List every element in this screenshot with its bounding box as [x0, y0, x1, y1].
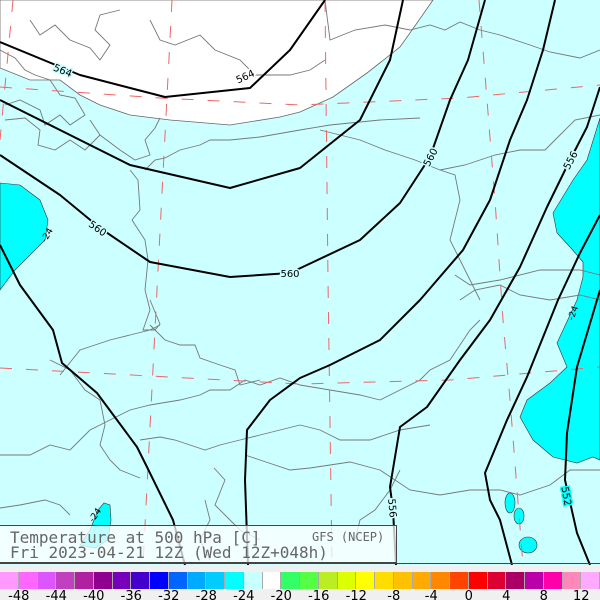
colorbar-tick-label: -8	[387, 590, 401, 600]
contour-556-west	[244, 0, 556, 565]
colorbar-swatch	[506, 572, 525, 589]
contour-552	[564, 289, 600, 565]
colorbar-swatch	[581, 572, 600, 589]
colorbar-swatch	[412, 572, 432, 589]
colorbar-swatch	[393, 572, 413, 589]
colorbar-swatch	[356, 572, 375, 589]
temperature-band-cold-blob	[513, 507, 525, 525]
contour-label: 552	[558, 486, 572, 507]
colorbar-swatch	[562, 572, 582, 589]
colorbar-swatch	[18, 572, 38, 589]
colorbar-swatch	[75, 572, 94, 589]
colorbar-tick-label: -20	[270, 590, 292, 600]
colorbar-swatch	[0, 572, 19, 589]
colorbar-swatch	[112, 572, 132, 589]
map-title: Temperature at 500 hPa [C]	[10, 528, 261, 547]
colorbar-swatch	[300, 572, 319, 589]
colorbar-swatch	[318, 572, 338, 589]
contour-southwest	[0, 244, 186, 565]
colorbar-tick-label: -12	[345, 590, 367, 600]
colorbar-tick-label: 4	[502, 590, 511, 600]
colorbar-swatch	[468, 572, 488, 589]
colorbar-tick-label: -36	[120, 590, 142, 600]
temperature-label: -24	[567, 304, 582, 321]
colorbar-tick-label: -44	[45, 590, 67, 600]
colorbar-tick-label: 0	[464, 590, 473, 600]
temperature-band-cold-blob	[518, 536, 538, 554]
valid-time: Fri 2023-04-21 12Z (Wed 12Z+048h)	[10, 543, 328, 562]
colorbar-tick-label: -40	[83, 590, 105, 600]
temperature-band-cold-east	[519, 117, 600, 464]
colorbar-tick-label: 8	[539, 590, 548, 600]
colorbar-swatch	[93, 572, 113, 589]
colorbar-labels: -48 -44 -40 -36 -32 -28 -24 -20 -16 -12 -8 -4 0 4 8 12	[0, 590, 600, 600]
height-contours	[0, 0, 600, 565]
colorbar-swatch	[150, 572, 169, 589]
map-title-box: Temperature at 500 hPa [C] GFS (NCEP) Fr…	[0, 525, 397, 563]
weather-map: 564 564 560 560 560 556 556 552 -24 -24 …	[0, 0, 600, 565]
colorbar-tick-label: -4	[424, 590, 438, 600]
contour-label: 560	[280, 269, 299, 280]
colorbar-swatch	[431, 572, 450, 589]
lat-lon-grid	[0, 0, 600, 565]
colorbar-swatch	[187, 572, 207, 589]
colorbar-swatch	[262, 572, 282, 589]
contour-564	[0, 0, 326, 98]
contour-560-north	[0, 0, 404, 189]
colorbar-swatch	[206, 572, 225, 589]
contour-552-west	[484, 214, 600, 565]
colorbar-swatch	[487, 572, 507, 589]
temperature-band-cold-west	[0, 182, 49, 291]
contour-556	[389, 86, 600, 565]
contour-560	[0, 0, 486, 278]
colorbar-swatch	[281, 572, 300, 589]
colorbar-swatch	[131, 572, 150, 589]
colorbar-swatch	[375, 572, 394, 589]
colorbar-swatch	[450, 572, 469, 589]
temperature-band-cold-blob	[504, 492, 516, 514]
colorbar-tick-label: -48	[8, 590, 30, 600]
colorbar-swatch	[243, 572, 263, 589]
colorbar-swatch	[37, 572, 57, 589]
colorbar-swatch	[525, 572, 544, 589]
model-label: GFS (NCEP)	[312, 530, 385, 544]
colorbar-swatch	[337, 572, 357, 589]
colorbar	[0, 572, 600, 589]
colorbar-tick-label: -32	[158, 590, 180, 600]
colorbar-tick-label: -24	[233, 590, 255, 600]
map-bottom-border	[0, 563, 600, 564]
colorbar-tick-label: -16	[308, 590, 330, 600]
colorbar-swatch	[543, 572, 563, 589]
colorbar-swatch	[168, 572, 188, 589]
colorbar-swatch	[56, 572, 75, 589]
colorbar-tick-label: -28	[195, 590, 217, 600]
colorbar-swatch	[225, 572, 244, 589]
colorbar-tick-label: 12	[572, 590, 590, 600]
contour-label: 556	[385, 498, 398, 518]
